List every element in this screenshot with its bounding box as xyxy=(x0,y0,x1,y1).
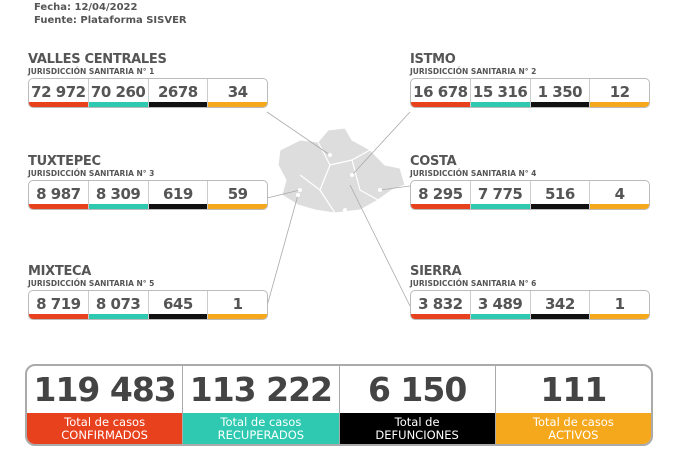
deaths-value: 1 350 xyxy=(530,79,591,107)
region-title: COSTA xyxy=(410,154,457,169)
label-line1: Total de casos xyxy=(64,415,146,429)
region-subtitle: JURISDICCIÓN SANITARIA N° 5 xyxy=(28,279,155,288)
total-label: Total de casos CONFIRMADOS xyxy=(27,413,183,444)
total-active: 111 Total de casos ACTIVOS xyxy=(495,366,651,444)
total-label: Total de casos ACTIVOS xyxy=(495,413,651,444)
total-recovered: 113 222 Total de casos RECUPERADOS xyxy=(183,366,340,444)
totals-panel: 119 483 Total de casos CONFIRMADOS 113 22… xyxy=(25,364,653,446)
label-line1: Total de casos xyxy=(220,415,302,429)
label-line2: CONFIRMADOS xyxy=(61,428,148,442)
total-deaths: 6 150 Total de DEFUNCIONES xyxy=(339,366,496,444)
region-mixteca: MIXTECA JURISDICCIÓN SANITARIA N° 5 8 71… xyxy=(28,265,268,320)
active-value: 4 xyxy=(590,181,649,209)
region-subtitle: JURISDICCIÓN SANITARIA N° 4 xyxy=(410,169,537,178)
total-value: 111 xyxy=(540,370,607,409)
deaths-value: 645 xyxy=(148,291,209,319)
region-valles-centrales: VALLES CENTRALES JURISDICCIÓN SANITARIA … xyxy=(28,53,268,108)
active-value: 34 xyxy=(208,79,267,107)
state-shape xyxy=(277,127,406,214)
region-title: MIXTECA xyxy=(28,264,92,279)
region-subtitle: JURISDICCIÓN SANITARIA N° 6 xyxy=(410,279,537,288)
label-line1: Total de xyxy=(394,415,440,429)
total-value: 119 483 xyxy=(33,370,176,409)
source-text: Fuente: Plataforma SISVER xyxy=(34,15,187,26)
region-istmo: ISTMO JURISDICCIÓN SANITARIA N° 2 16 678… xyxy=(410,53,650,108)
region-subtitle: JURISDICCIÓN SANITARIA N° 2 xyxy=(410,67,537,76)
active-value: 1 xyxy=(208,291,267,319)
region-stats: 3 832 3 489 342 1 xyxy=(410,290,650,320)
region-costa: COSTA JURISDICCIÓN SANITARIA N° 4 8 295 … xyxy=(410,155,650,210)
confirmed-value: 8 295 xyxy=(411,181,471,209)
region-title: ISTMO xyxy=(410,52,456,67)
active-value: 1 xyxy=(590,291,649,319)
total-label: Total de DEFUNCIONES xyxy=(339,413,495,444)
region-stats: 8 295 7 775 516 4 xyxy=(410,180,650,210)
leader-lines xyxy=(266,111,411,307)
recovered-value: 7 775 xyxy=(470,181,531,209)
recovered-value: 3 489 xyxy=(470,291,531,319)
region-tuxtepec: TUXTEPEC JURISDICCIÓN SANITARIA N° 3 8 9… xyxy=(28,155,268,210)
region-subtitle: JURISDICCIÓN SANITARIA N° 1 xyxy=(28,67,155,76)
confirmed-value: 8 719 xyxy=(29,291,89,319)
recovered-value: 15 316 xyxy=(470,79,531,107)
active-value: 12 xyxy=(590,79,649,107)
region-subtitle: JURISDICCIÓN SANITARIA N° 3 xyxy=(28,169,155,178)
region-stats: 72 972 70 260 2678 34 xyxy=(28,78,268,108)
recovered-value: 8 309 xyxy=(88,181,149,209)
deaths-value: 619 xyxy=(148,181,209,209)
deaths-value: 516 xyxy=(530,181,591,209)
date-text: Fecha: 12/04/2022 xyxy=(34,2,138,13)
region-title: SIERRA xyxy=(410,264,462,279)
total-label: Total de casos RECUPERADOS xyxy=(183,413,339,444)
deaths-value: 342 xyxy=(530,291,591,319)
confirmed-value: 16 678 xyxy=(411,79,471,107)
total-value: 113 222 xyxy=(189,370,333,409)
confirmed-value: 3 832 xyxy=(411,291,471,319)
recovered-value: 8 073 xyxy=(88,291,149,319)
region-stats: 16 678 15 316 1 350 12 xyxy=(410,78,650,108)
region-sierra: SIERRA JURISDICCIÓN SANITARIA N° 6 3 832… xyxy=(410,265,650,320)
deaths-value: 2678 xyxy=(148,79,209,107)
total-confirmed: 119 483 Total de casos CONFIRMADOS xyxy=(27,366,184,444)
region-stats: 8 987 8 309 619 59 xyxy=(28,180,268,210)
total-value: 6 150 xyxy=(367,370,467,409)
header-info: Fecha: 12/04/2022 Fuente: Plataforma SIS… xyxy=(34,1,187,27)
region-title: TUXTEPEC xyxy=(28,154,101,169)
recovered-value: 70 260 xyxy=(88,79,149,107)
active-value: 59 xyxy=(208,181,267,209)
label-line2: RECUPERADOS xyxy=(217,428,305,442)
label-line1: Total de casos xyxy=(532,415,614,429)
label-line2: ACTIVOS xyxy=(548,428,599,442)
region-title: VALLES CENTRALES xyxy=(28,52,167,67)
region-borders xyxy=(299,141,379,214)
region-dots xyxy=(296,153,382,212)
confirmed-value: 8 987 xyxy=(29,181,89,209)
region-stats: 8 719 8 073 645 1 xyxy=(28,290,268,320)
confirmed-value: 72 972 xyxy=(29,79,89,107)
label-line2: DEFUNCIONES xyxy=(375,428,459,442)
